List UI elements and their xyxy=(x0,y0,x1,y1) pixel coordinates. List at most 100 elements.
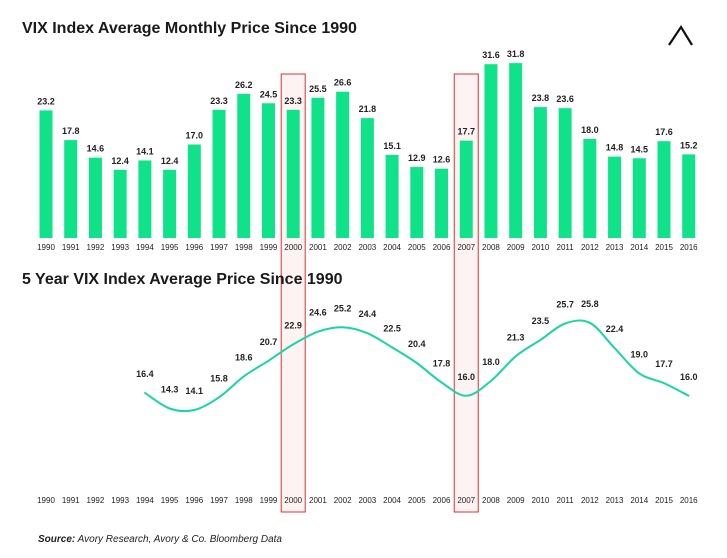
bar-value-label: 15.1 xyxy=(383,141,401,151)
line-x-tick-label: 2003 xyxy=(358,496,376,505)
line-x-tick-label: 2012 xyxy=(581,496,599,505)
line-point-2008 xyxy=(490,380,492,382)
line-value-label: 25.7 xyxy=(556,300,574,310)
bar-value-label: 17.7 xyxy=(457,127,475,137)
source-note: Source: Avory Research, Avory & Co. Bloo… xyxy=(38,534,282,545)
bar-value-label: 23.3 xyxy=(210,96,228,106)
line-point-2006 xyxy=(440,381,443,384)
bar-1992 xyxy=(88,157,102,238)
bar-1990 xyxy=(39,110,53,238)
line-value-label: 15.8 xyxy=(210,373,228,383)
line-chart-title: 5 Year VIX Index Average Price Since 199… xyxy=(22,271,343,288)
line-value-label: 24.6 xyxy=(309,308,327,318)
line-point-1999 xyxy=(267,359,270,362)
line-point-2014 xyxy=(638,372,641,375)
line-point-1994 xyxy=(144,392,146,394)
bar-value-label: 23.6 xyxy=(556,94,574,104)
bar-2011 xyxy=(558,108,572,238)
bar-chart-title: VIX Index Average Monthly Price Since 19… xyxy=(22,20,357,37)
bar-value-label: 18.0 xyxy=(581,125,599,135)
line-x-tick-label: 2009 xyxy=(507,496,525,505)
line-point-2002 xyxy=(341,326,344,329)
line-point-2007 xyxy=(465,395,468,397)
line-point-2004 xyxy=(391,346,393,349)
bar-2013 xyxy=(608,156,622,238)
line-value-label: 22.5 xyxy=(383,323,401,333)
line-point-2001 xyxy=(317,330,319,333)
line-x-tick-label: 2005 xyxy=(408,496,426,505)
bar-2008 xyxy=(484,64,498,238)
bar-x-tick-label: 2001 xyxy=(309,243,327,252)
bar-1998 xyxy=(237,93,251,239)
line-x-tick-label: 1998 xyxy=(235,496,253,505)
bar-value-label: 15.2 xyxy=(680,140,698,150)
line-value-label: 18.6 xyxy=(235,352,253,362)
bar-value-label: 14.1 xyxy=(136,146,154,156)
line-point-2013 xyxy=(613,347,616,349)
line-value-label: 14.3 xyxy=(161,384,179,394)
line-x-tick-label: 1991 xyxy=(62,496,80,505)
bar-2006 xyxy=(435,168,449,238)
bar-1993 xyxy=(113,169,127,238)
bar-1996 xyxy=(187,144,201,238)
bar-2007 xyxy=(459,140,473,238)
line-point-2005 xyxy=(416,362,418,364)
bar-x-tick-label: 2005 xyxy=(408,243,426,252)
bar-x-tick-label: 2006 xyxy=(433,243,451,252)
bar-x-tick-label: 2013 xyxy=(606,243,624,252)
line-value-label: 20.7 xyxy=(260,337,278,347)
bar-2014 xyxy=(632,158,646,238)
bar-value-label: 26.2 xyxy=(235,80,253,90)
line-x-tick-label: 1990 xyxy=(37,496,55,505)
line-x-tick-label: 1999 xyxy=(260,496,278,505)
bar-value-label: 17.6 xyxy=(655,127,673,137)
bar-x-tick-label: 2009 xyxy=(507,243,525,252)
line-x-tick-label: 1997 xyxy=(210,496,228,505)
bar-x-tick-label: 2000 xyxy=(284,243,302,252)
bar-series: 23.2 17.8 14.6 12.4 14.1 12.4 17.0 23.3 26.2 24.5… xyxy=(37,49,698,239)
bar-value-label: 24.5 xyxy=(260,89,278,99)
bar-value-label: 12.4 xyxy=(111,156,129,166)
bar-x-tick-label: 1991 xyxy=(62,243,80,252)
bar-value-label: 12.9 xyxy=(408,153,426,163)
line-x-tick-label: 1995 xyxy=(161,496,179,505)
bar-2009 xyxy=(509,63,523,238)
bar-1991 xyxy=(64,140,78,238)
bar-value-label: 25.5 xyxy=(309,84,327,94)
line-series: 16.4 14.3 14.1 15.8 18.6 20.7 22.9 24.6 25.2 24.4… xyxy=(136,299,697,413)
bar-x-tick-label: 2003 xyxy=(358,243,376,252)
bar-x-tick-label: 2015 xyxy=(655,243,673,252)
line-value-label: 24.4 xyxy=(359,309,377,319)
source-text: Avory Research, Avory & Co. Bloomberg Da… xyxy=(75,534,282,545)
bar-x-tick-label: 2010 xyxy=(532,243,550,252)
line-x-tick-label: 2015 xyxy=(655,496,673,505)
line-value-label: 17.7 xyxy=(655,359,673,369)
line-value-label: 22.4 xyxy=(606,324,624,334)
bar-value-label: 14.5 xyxy=(631,144,649,154)
line-value-label: 23.5 xyxy=(532,316,550,326)
chevron-up-logo-icon xyxy=(668,24,693,46)
bar-x-tick-label: 1999 xyxy=(260,243,278,252)
bar-1995 xyxy=(163,169,177,238)
bar-value-label: 12.4 xyxy=(161,156,179,166)
line-x-tick-label: 2001 xyxy=(309,496,327,505)
line-x-tick-label: 2002 xyxy=(334,496,352,505)
line-x-tick-label: 1996 xyxy=(185,496,203,505)
bar-2015 xyxy=(657,141,671,238)
bar-2012 xyxy=(583,139,597,238)
bar-1994 xyxy=(138,160,152,238)
bar-value-label: 12.6 xyxy=(433,155,451,165)
bar-2000 xyxy=(286,109,300,238)
bar-value-label: 21.8 xyxy=(359,104,377,114)
bar-value-label: 23.8 xyxy=(532,93,550,103)
bar-2004 xyxy=(385,154,399,238)
line-x-tick-label: 2008 xyxy=(482,496,500,505)
bar-value-label: 26.6 xyxy=(334,78,352,88)
bar-value-label: 17.0 xyxy=(186,131,204,141)
line-x-tick-label: 2007 xyxy=(457,496,475,505)
line-point-1998 xyxy=(242,375,245,378)
bar-2016 xyxy=(682,154,696,238)
bar-value-label: 23.2 xyxy=(37,96,55,106)
line-point-2003 xyxy=(366,332,369,335)
line-x-tick-label: 2016 xyxy=(680,496,698,505)
